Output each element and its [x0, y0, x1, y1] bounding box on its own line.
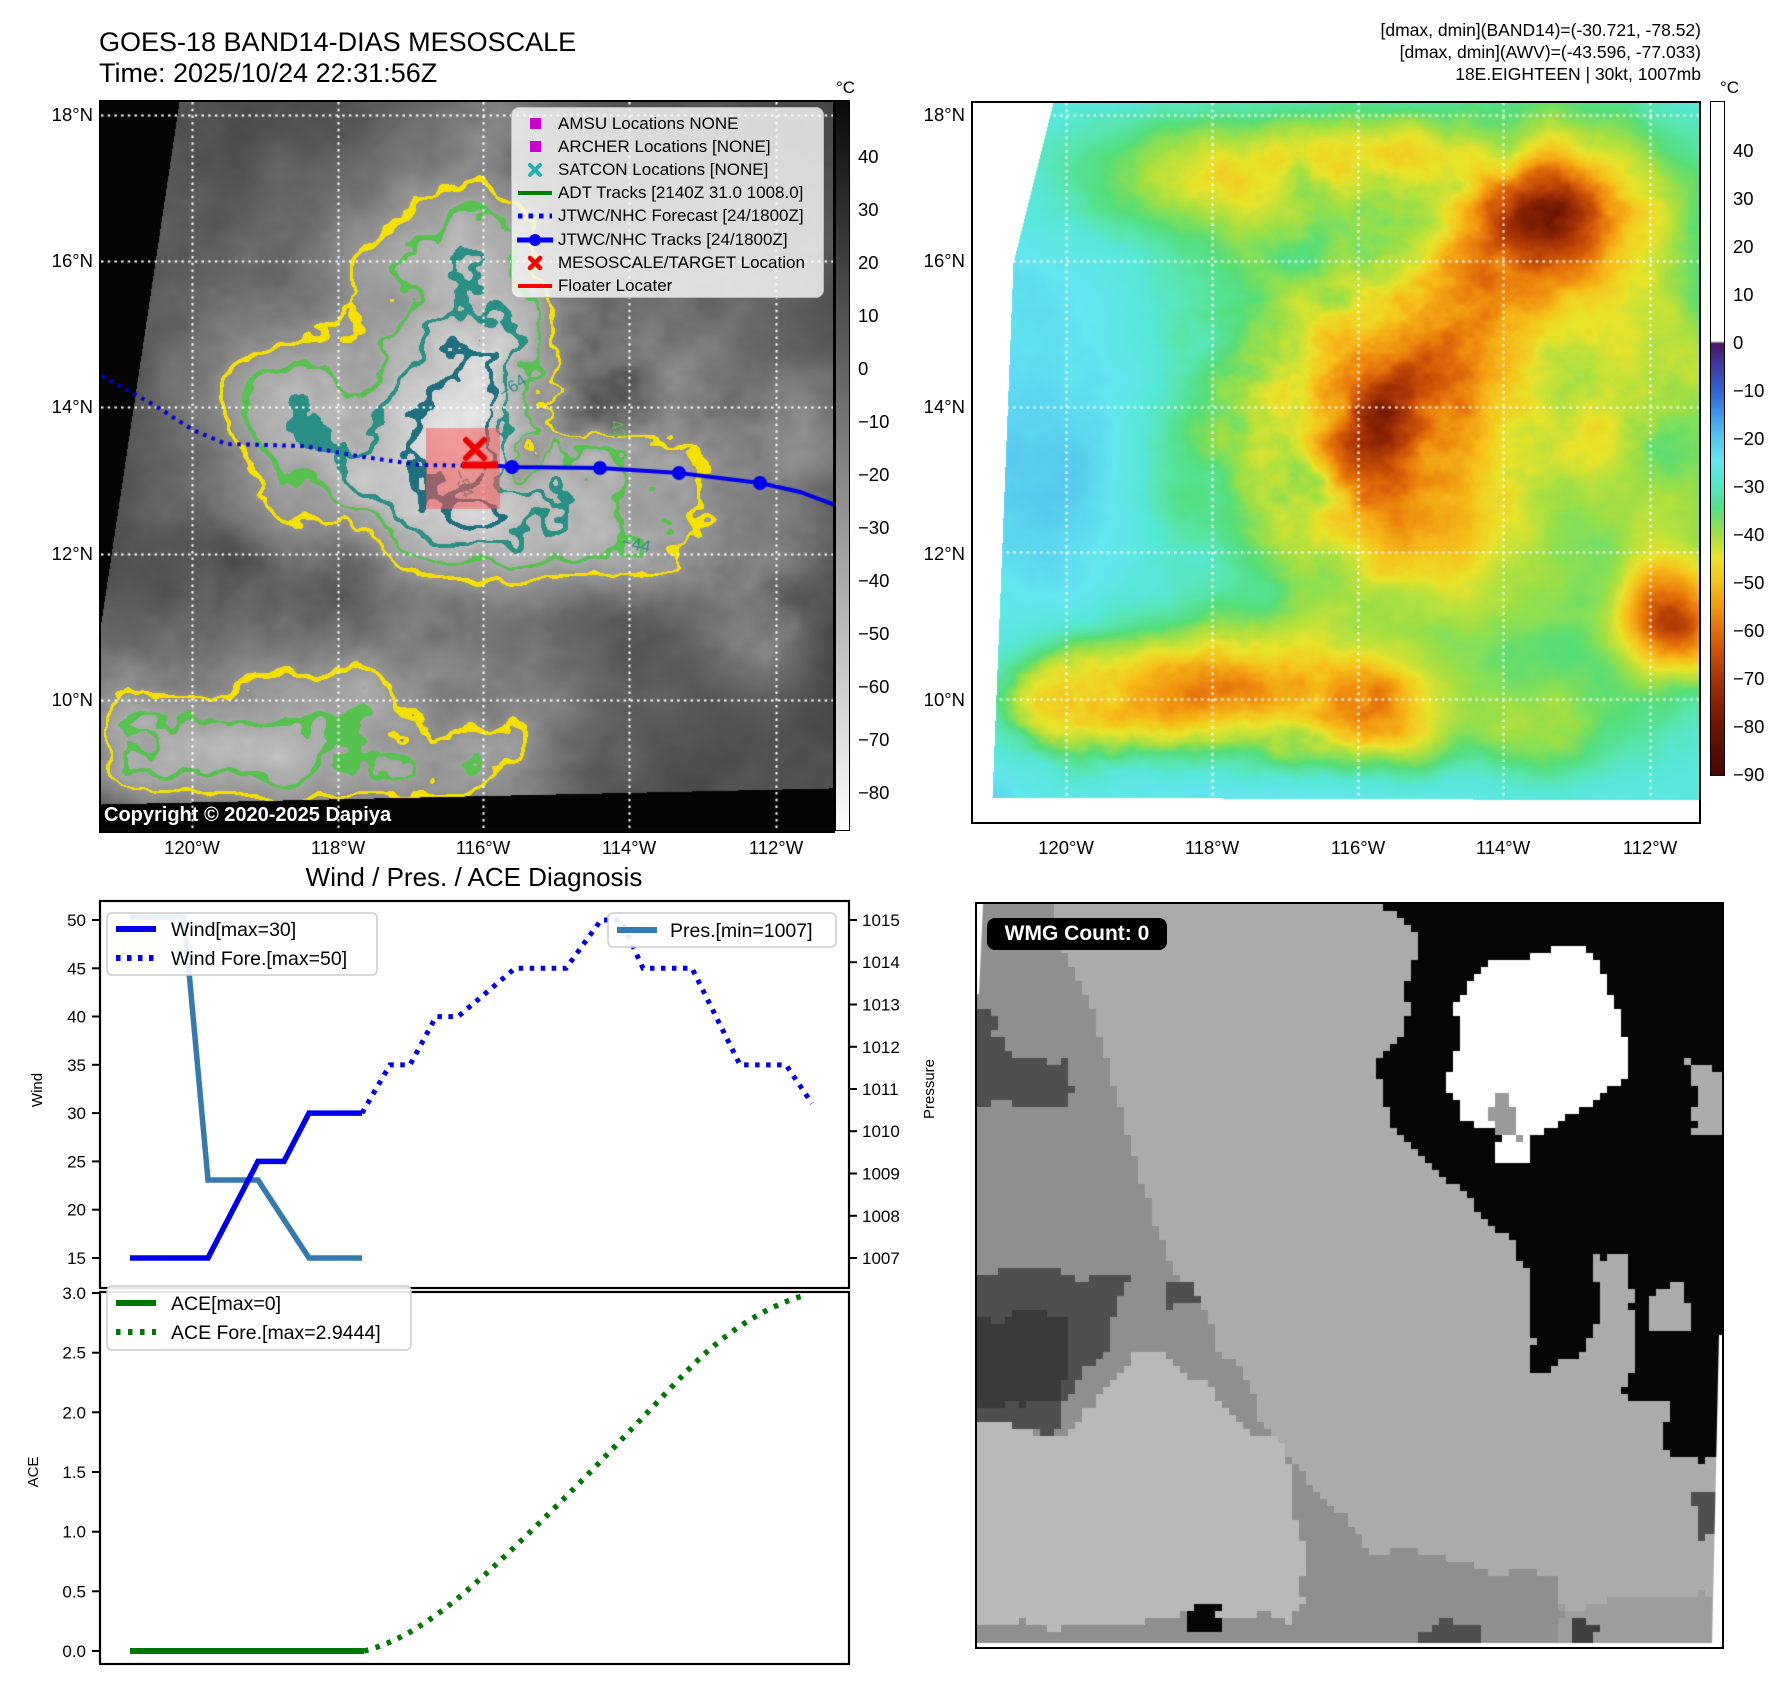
- svg-text:ACE Fore.[max=2.9444]: ACE Fore.[max=2.9444]: [171, 1322, 381, 1344]
- svg-text:1012: 1012: [862, 1038, 900, 1057]
- svg-text:1009: 1009: [862, 1165, 900, 1184]
- svg-text:50: 50: [67, 911, 86, 930]
- svg-text:1.5: 1.5: [62, 1463, 86, 1482]
- svg-text:1013: 1013: [862, 996, 900, 1015]
- svg-text:Wind / Pres. / ACE Diagnosis: Wind / Pres. / ACE Diagnosis: [306, 862, 643, 892]
- svg-text:Pressure: Pressure: [921, 1059, 938, 1119]
- svg-text:40: 40: [67, 1008, 86, 1027]
- svg-text:45: 45: [67, 959, 86, 978]
- svg-text:Wind[max=30]: Wind[max=30]: [171, 919, 296, 941]
- svg-text:1011: 1011: [862, 1080, 899, 1099]
- svg-text:Pres.[min=1007]: Pres.[min=1007]: [670, 920, 813, 942]
- svg-text:Wind Fore.[max=50]: Wind Fore.[max=50]: [171, 948, 347, 970]
- svg-text:0.5: 0.5: [62, 1582, 86, 1601]
- svg-text:1014: 1014: [862, 953, 900, 972]
- svg-text:1008: 1008: [862, 1207, 900, 1226]
- svg-text:35: 35: [67, 1056, 86, 1075]
- svg-text:20: 20: [67, 1201, 86, 1220]
- svg-text:Wind: Wind: [29, 1073, 46, 1107]
- svg-text:1010: 1010: [862, 1122, 900, 1141]
- svg-text:3.0: 3.0: [62, 1284, 86, 1303]
- svg-text:1015: 1015: [862, 911, 900, 930]
- svg-text:15: 15: [67, 1249, 86, 1268]
- svg-text:2.0: 2.0: [62, 1403, 86, 1422]
- svg-text:1007: 1007: [862, 1249, 900, 1268]
- svg-text:ACE[max=0]: ACE[max=0]: [171, 1293, 281, 1315]
- svg-text:30: 30: [67, 1104, 86, 1123]
- svg-text:25: 25: [67, 1152, 86, 1171]
- svg-text:ACE: ACE: [25, 1457, 42, 1488]
- svg-text:1.0: 1.0: [62, 1523, 86, 1542]
- svg-text:2.5: 2.5: [62, 1344, 86, 1363]
- svg-text:0.0: 0.0: [62, 1642, 86, 1661]
